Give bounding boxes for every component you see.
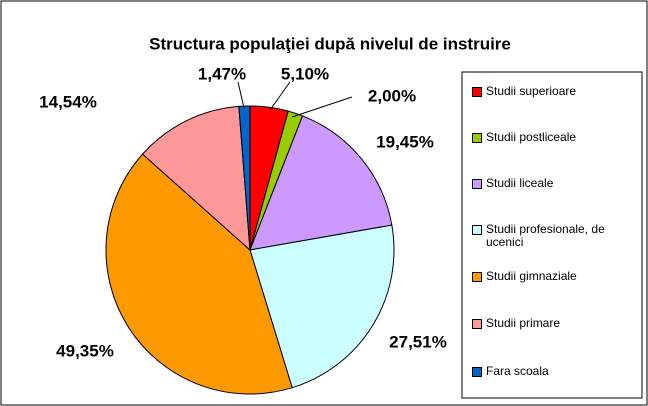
- legend-swatch: [472, 133, 482, 143]
- data-label: 5,10%: [281, 64, 329, 83]
- pie-slice: [249, 224, 395, 389]
- legend-item: Fara scoala: [472, 365, 640, 378]
- legend-label: Studii postliceale: [486, 130, 577, 144]
- legend-box: [461, 71, 643, 399]
- legend-swatch: [472, 179, 482, 189]
- data-label: 27,51%: [389, 332, 447, 351]
- data-label: 2,00%: [368, 86, 416, 105]
- legend-item: Studii postliceale: [472, 131, 640, 144]
- pie-slice: [249, 115, 393, 251]
- legend-swatch: [472, 319, 482, 329]
- pie-slice: [141, 105, 251, 252]
- data-label: 19,45%: [376, 132, 434, 151]
- legend-label: Fara scoala: [486, 364, 549, 378]
- data-label: 1,47%: [198, 64, 246, 83]
- data-label: 49,35%: [56, 341, 114, 360]
- legend-label: Studii gimnaziale: [486, 269, 577, 283]
- legend-item: Studii gimnaziale: [472, 270, 640, 283]
- legend-item: Studii liceale: [472, 177, 640, 190]
- legend-swatch: [472, 367, 482, 377]
- leader-line: [237, 81, 245, 109]
- legend-swatch: [472, 225, 482, 235]
- legend-item: Studii superioare: [472, 85, 640, 98]
- leader-line: [291, 96, 353, 118]
- pie-slice: [105, 153, 293, 395]
- legend-label: Studii profesionale, de ucenici: [486, 222, 605, 249]
- legend-label: Studii primare: [486, 316, 561, 330]
- legend-label: Studii superioare: [486, 84, 577, 98]
- legend-label: Studii liceale: [486, 176, 554, 190]
- leader-line: [269, 81, 291, 111]
- legend-item: Studii primare: [472, 317, 640, 330]
- legend-item: Studii profesionale, de ucenici: [472, 223, 640, 249]
- chart-title: Structura populaţiei după nivelul de ins…: [149, 34, 511, 53]
- data-label: 14,54%: [39, 92, 97, 111]
- legend-swatch: [472, 272, 482, 282]
- legend-swatch: [472, 87, 482, 97]
- pie-slice: [238, 105, 251, 251]
